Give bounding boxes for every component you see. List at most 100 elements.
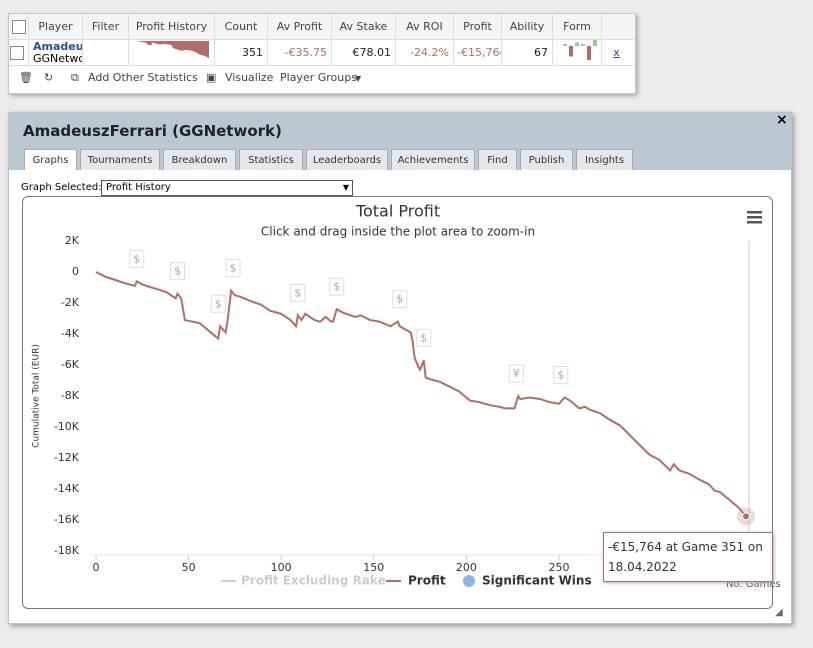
significant-win-label: $: [174, 265, 181, 278]
significant-win-flag: [392, 290, 408, 309]
y-tick-label: -12K: [54, 451, 80, 464]
remove-link[interactable]: x: [602, 40, 635, 66]
tab[interactable]: Publish: [520, 149, 573, 170]
toolbar-button[interactable]: Player Groups: [280, 71, 357, 84]
tab[interactable]: Statistics: [239, 149, 303, 170]
significant-win-label: ¥: [513, 367, 520, 380]
tab[interactable]: Graphs: [24, 149, 77, 170]
significant-win-flag: [290, 283, 306, 302]
form-bar: [569, 46, 573, 57]
x-tick-label: 0: [93, 561, 100, 574]
x-axis-title: No. Games: [726, 579, 781, 590]
header[interactable]: Av ROI: [396, 14, 454, 40]
form-bar: [575, 42, 579, 46]
legend-label[interactable]: Profit Excluding Rake: [241, 574, 386, 588]
significant-win-flag: [210, 294, 226, 313]
tab[interactable]: Achievements: [391, 149, 475, 170]
chart-title: Total Profit: [355, 202, 440, 221]
network: GGNetwork: [33, 53, 82, 65]
header[interactable]: Player: [29, 14, 83, 40]
header-checkbox[interactable]: [9, 14, 29, 40]
refresh-icon[interactable]: ↻: [44, 71, 54, 84]
y-tick-label: -2K: [61, 296, 80, 309]
y-tick-label: 2K: [65, 234, 80, 247]
count: 351: [215, 40, 268, 66]
significant-win-label: $: [333, 280, 340, 293]
legend-symbol: [463, 575, 475, 587]
toolbar-button[interactable]: Visualize: [225, 71, 274, 84]
chart: Total Profit Click and drag inside the p…: [32, 202, 781, 591]
graph-select[interactable]: Profit History ▼: [101, 180, 353, 196]
panel-title: AmadeuszFerrari (GGNetwork): [23, 122, 282, 140]
x-tick-label: 150: [363, 561, 384, 574]
y-tick-label: -8K: [61, 389, 80, 402]
toolbar-button[interactable]: Add Other Statistics: [88, 71, 198, 84]
filter-cell: [83, 40, 129, 66]
form-bar: [587, 46, 591, 60]
form-bar: [563, 44, 567, 46]
form-bar: [593, 40, 597, 46]
header[interactable]: Av Stake: [332, 14, 396, 40]
header[interactable]: Count: [215, 14, 268, 40]
profit: -€15,764: [454, 40, 502, 66]
header[interactable]: Form: [553, 14, 602, 40]
header[interactable]: Av Profit: [268, 14, 332, 40]
tooltip: -€15,764 at Game 351 on 18.04.2022: [603, 532, 773, 582]
y-tick-label: -4K: [61, 327, 80, 340]
y-tick-label: -14K: [54, 482, 80, 495]
tab[interactable]: Tournaments: [80, 149, 160, 170]
legend-label[interactable]: Profit: [408, 574, 446, 588]
significant-win-label: $: [215, 297, 222, 310]
form-sparkline: [563, 40, 597, 60]
row-checkbox[interactable]: [9, 40, 29, 66]
significant-win-label: $: [133, 252, 140, 265]
tab[interactable]: Insights: [576, 149, 633, 170]
header[interactable]: Ability: [502, 14, 553, 40]
significant-win-flag: [416, 328, 432, 347]
player-name[interactable]: AmadeuszFerrari: [33, 41, 82, 53]
player-cell: AmadeuszFerrari GGNetwork: [29, 40, 83, 66]
significant-win-flag: [553, 366, 569, 385]
chart-subtitle: Click and drag inside the plot area to z…: [261, 225, 535, 239]
visualize-icon[interactable]: ▣: [206, 71, 217, 84]
form-bar: [581, 44, 585, 46]
menu-icon[interactable]: [747, 211, 762, 224]
header[interactable]: Profit: [454, 14, 502, 40]
ability: 67: [502, 40, 553, 66]
form-cell: [553, 40, 602, 66]
tab[interactable]: Find: [478, 149, 517, 170]
graph-select-value: Profit History: [106, 182, 171, 193]
hover-point: [742, 512, 750, 521]
x-tick-label: 100: [271, 561, 292, 574]
tab[interactable]: Breakdown: [163, 149, 236, 170]
significant-win-label: $: [396, 293, 403, 306]
stats-table: Player Filter Profit History Count Av Pr…: [8, 13, 636, 94]
resize-handle[interactable]: ◢: [775, 607, 783, 618]
av-stake: €78.01: [332, 40, 396, 66]
add-icon[interactable]: ⧉: [71, 71, 79, 84]
graph-select-label: Graph Selected:: [21, 182, 102, 193]
significant-win-label: $: [294, 286, 301, 299]
tab[interactable]: Leaderboards: [306, 149, 388, 170]
av-profit: -€35.75: [268, 40, 332, 66]
x-tick-label: 50: [182, 561, 196, 574]
significant-win-flag: [508, 364, 524, 383]
significant-win-label: $: [557, 369, 564, 382]
x-tick-label: 250: [548, 561, 569, 574]
header[interactable]: Profit History: [129, 14, 215, 40]
profit-line: [95, 271, 747, 517]
significant-win-label: $: [420, 331, 427, 344]
sparkline-cell: [129, 40, 215, 66]
significant-win-flag: [169, 262, 185, 281]
header[interactable]: Filter: [83, 14, 129, 40]
close-button[interactable]: ×: [776, 112, 788, 128]
significant-win-flag: [129, 249, 145, 268]
y-tick-label: -16K: [54, 513, 80, 526]
dropdown-arrow[interactable]: ▼: [355, 74, 362, 83]
profit-sparkline: [137, 41, 209, 59]
y-axis-title: Cumulative Total (EUR): [32, 344, 42, 448]
y-tick-label: 0: [72, 265, 79, 278]
header: [602, 14, 635, 40]
delete-icon[interactable]: 🗑: [19, 71, 33, 84]
legend-label[interactable]: Significant Wins: [482, 574, 592, 588]
